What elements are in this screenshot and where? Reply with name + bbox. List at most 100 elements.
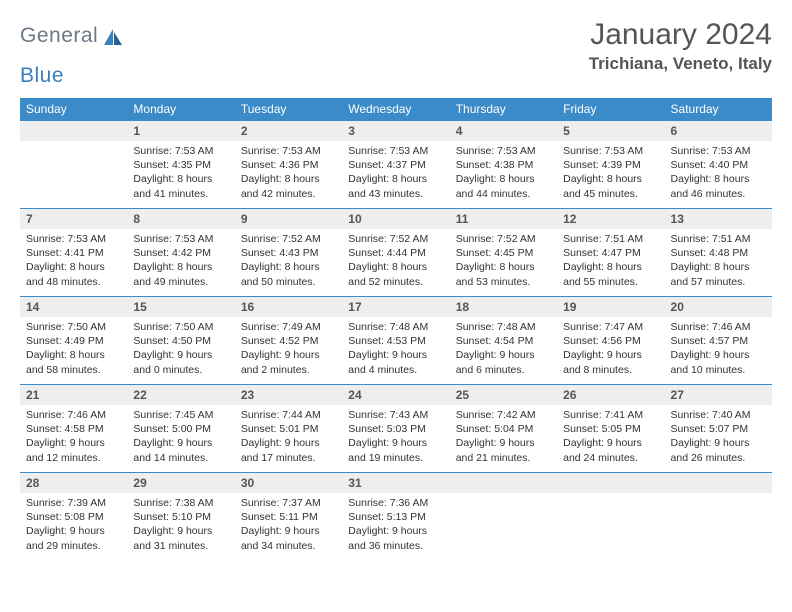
day-details: Sunrise: 7:53 AMSunset: 4:42 PMDaylight:… xyxy=(127,229,234,293)
day-number: 18 xyxy=(450,297,557,317)
day-number: 13 xyxy=(665,209,772,229)
day-details: Sunrise: 7:52 AMSunset: 4:43 PMDaylight:… xyxy=(235,229,342,293)
day-details: Sunrise: 7:48 AMSunset: 4:54 PMDaylight:… xyxy=(450,317,557,381)
day-number xyxy=(665,473,772,493)
day-number: 26 xyxy=(557,385,664,405)
day-number xyxy=(450,473,557,493)
day-number: 12 xyxy=(557,209,664,229)
brand-part1: General xyxy=(20,24,98,48)
calendar-cell: 17Sunrise: 7:48 AMSunset: 4:53 PMDayligh… xyxy=(342,297,449,385)
calendar-cell: 5Sunrise: 7:53 AMSunset: 4:39 PMDaylight… xyxy=(557,121,664,209)
calendar-cell: 1Sunrise: 7:53 AMSunset: 4:35 PMDaylight… xyxy=(127,121,234,209)
day-details: Sunrise: 7:51 AMSunset: 4:47 PMDaylight:… xyxy=(557,229,664,293)
day-details: Sunrise: 7:50 AMSunset: 4:49 PMDaylight:… xyxy=(20,317,127,381)
day-details: Sunrise: 7:38 AMSunset: 5:10 PMDaylight:… xyxy=(127,493,234,557)
calendar-cell: 28Sunrise: 7:39 AMSunset: 5:08 PMDayligh… xyxy=(20,473,127,561)
calendar-cell: 14Sunrise: 7:50 AMSunset: 4:49 PMDayligh… xyxy=(20,297,127,385)
day-details xyxy=(665,493,772,500)
calendar-cell: 24Sunrise: 7:43 AMSunset: 5:03 PMDayligh… xyxy=(342,385,449,473)
calendar-row: 1Sunrise: 7:53 AMSunset: 4:35 PMDaylight… xyxy=(20,121,772,209)
calendar-cell: 2Sunrise: 7:53 AMSunset: 4:36 PMDaylight… xyxy=(235,121,342,209)
calendar-cell: 22Sunrise: 7:45 AMSunset: 5:00 PMDayligh… xyxy=(127,385,234,473)
day-number: 30 xyxy=(235,473,342,493)
day-details: Sunrise: 7:52 AMSunset: 4:44 PMDaylight:… xyxy=(342,229,449,293)
day-details: Sunrise: 7:40 AMSunset: 5:07 PMDaylight:… xyxy=(665,405,772,469)
day-details: Sunrise: 7:41 AMSunset: 5:05 PMDaylight:… xyxy=(557,405,664,469)
day-details xyxy=(20,141,127,148)
calendar-cell: 29Sunrise: 7:38 AMSunset: 5:10 PMDayligh… xyxy=(127,473,234,561)
day-number: 28 xyxy=(20,473,127,493)
day-details: Sunrise: 7:51 AMSunset: 4:48 PMDaylight:… xyxy=(665,229,772,293)
calendar-cell: 21Sunrise: 7:46 AMSunset: 4:58 PMDayligh… xyxy=(20,385,127,473)
day-number: 22 xyxy=(127,385,234,405)
day-number: 2 xyxy=(235,121,342,141)
calendar-table: SundayMondayTuesdayWednesdayThursdayFrid… xyxy=(20,98,772,561)
month-title: January 2024 xyxy=(589,18,772,52)
day-number: 6 xyxy=(665,121,772,141)
weekday-header: Friday xyxy=(557,98,664,121)
calendar-cell xyxy=(557,473,664,561)
calendar-cell xyxy=(450,473,557,561)
day-number: 17 xyxy=(342,297,449,317)
calendar-row: 21Sunrise: 7:46 AMSunset: 4:58 PMDayligh… xyxy=(20,385,772,473)
day-number: 7 xyxy=(20,209,127,229)
day-number: 25 xyxy=(450,385,557,405)
day-details: Sunrise: 7:39 AMSunset: 5:08 PMDaylight:… xyxy=(20,493,127,557)
day-details: Sunrise: 7:49 AMSunset: 4:52 PMDaylight:… xyxy=(235,317,342,381)
weekday-header: Saturday xyxy=(665,98,772,121)
day-number: 10 xyxy=(342,209,449,229)
weekday-header-row: SundayMondayTuesdayWednesdayThursdayFrid… xyxy=(20,98,772,121)
day-details: Sunrise: 7:44 AMSunset: 5:01 PMDaylight:… xyxy=(235,405,342,469)
day-number: 4 xyxy=(450,121,557,141)
day-number: 9 xyxy=(235,209,342,229)
day-number: 27 xyxy=(665,385,772,405)
calendar-body: 1Sunrise: 7:53 AMSunset: 4:35 PMDaylight… xyxy=(20,121,772,561)
calendar-cell: 27Sunrise: 7:40 AMSunset: 5:07 PMDayligh… xyxy=(665,385,772,473)
day-details: Sunrise: 7:53 AMSunset: 4:36 PMDaylight:… xyxy=(235,141,342,205)
day-details: Sunrise: 7:53 AMSunset: 4:39 PMDaylight:… xyxy=(557,141,664,205)
calendar-cell: 4Sunrise: 7:53 AMSunset: 4:38 PMDaylight… xyxy=(450,121,557,209)
day-details: Sunrise: 7:37 AMSunset: 5:11 PMDaylight:… xyxy=(235,493,342,557)
day-number: 3 xyxy=(342,121,449,141)
day-number: 15 xyxy=(127,297,234,317)
weekday-header: Monday xyxy=(127,98,234,121)
day-number xyxy=(557,473,664,493)
calendar-cell: 10Sunrise: 7:52 AMSunset: 4:44 PMDayligh… xyxy=(342,209,449,297)
day-details: Sunrise: 7:53 AMSunset: 4:41 PMDaylight:… xyxy=(20,229,127,293)
calendar-row: 7Sunrise: 7:53 AMSunset: 4:41 PMDaylight… xyxy=(20,209,772,297)
calendar-cell: 15Sunrise: 7:50 AMSunset: 4:50 PMDayligh… xyxy=(127,297,234,385)
day-number: 8 xyxy=(127,209,234,229)
weekday-header: Wednesday xyxy=(342,98,449,121)
calendar-cell: 6Sunrise: 7:53 AMSunset: 4:40 PMDaylight… xyxy=(665,121,772,209)
day-number: 14 xyxy=(20,297,127,317)
calendar-row: 14Sunrise: 7:50 AMSunset: 4:49 PMDayligh… xyxy=(20,297,772,385)
calendar-cell: 7Sunrise: 7:53 AMSunset: 4:41 PMDaylight… xyxy=(20,209,127,297)
weekday-header: Sunday xyxy=(20,98,127,121)
calendar-cell: 23Sunrise: 7:44 AMSunset: 5:01 PMDayligh… xyxy=(235,385,342,473)
calendar-cell xyxy=(20,121,127,209)
day-details: Sunrise: 7:52 AMSunset: 4:45 PMDaylight:… xyxy=(450,229,557,293)
calendar-cell xyxy=(665,473,772,561)
day-details: Sunrise: 7:53 AMSunset: 4:38 PMDaylight:… xyxy=(450,141,557,205)
brand-part2: Blue xyxy=(20,64,64,88)
day-number: 11 xyxy=(450,209,557,229)
calendar-cell: 8Sunrise: 7:53 AMSunset: 4:42 PMDaylight… xyxy=(127,209,234,297)
calendar-cell: 30Sunrise: 7:37 AMSunset: 5:11 PMDayligh… xyxy=(235,473,342,561)
day-details xyxy=(557,493,664,500)
day-details: Sunrise: 7:53 AMSunset: 4:37 PMDaylight:… xyxy=(342,141,449,205)
day-details: Sunrise: 7:47 AMSunset: 4:56 PMDaylight:… xyxy=(557,317,664,381)
calendar-cell: 11Sunrise: 7:52 AMSunset: 4:45 PMDayligh… xyxy=(450,209,557,297)
day-number: 16 xyxy=(235,297,342,317)
location-label: Trichiana, Veneto, Italy xyxy=(589,54,772,74)
weekday-header: Tuesday xyxy=(235,98,342,121)
sail-icon xyxy=(102,27,124,47)
day-number: 1 xyxy=(127,121,234,141)
day-number: 31 xyxy=(342,473,449,493)
calendar-cell: 9Sunrise: 7:52 AMSunset: 4:43 PMDaylight… xyxy=(235,209,342,297)
day-number: 23 xyxy=(235,385,342,405)
day-details: Sunrise: 7:36 AMSunset: 5:13 PMDaylight:… xyxy=(342,493,449,557)
day-number xyxy=(20,121,127,141)
day-number: 20 xyxy=(665,297,772,317)
day-number: 19 xyxy=(557,297,664,317)
day-number: 24 xyxy=(342,385,449,405)
